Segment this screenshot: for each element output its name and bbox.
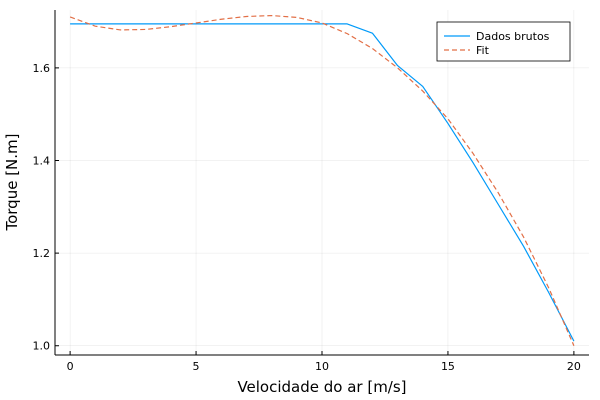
grid-lines (55, 10, 589, 355)
legend-label-dados-brutos: Dados brutos (476, 30, 550, 43)
y-tick-label: 1.6 (33, 62, 51, 75)
y-axis-title: Torque [N.m] (3, 133, 21, 231)
x-tick-label: 0 (67, 360, 74, 373)
series-lines (69, 14, 575, 346)
y-axis-ticks: 1.0 1.2 1.4 1.6 (33, 62, 59, 353)
x-tick-label: 5 (193, 360, 200, 373)
x-tick-label: 10 (315, 360, 329, 373)
legend-box (436, 21, 571, 62)
legend-label-fit: Fit (476, 44, 490, 57)
y-tick-label: 1.4 (33, 155, 51, 168)
x-axis-title: Velocidade do ar [m/s] (237, 378, 406, 396)
y-tick-label: 1.2 (33, 247, 51, 260)
series-line-dados-brutos (70, 23, 575, 342)
x-tick-label: 15 (441, 360, 455, 373)
plot-background (55, 10, 589, 355)
x-axis-ticks: 0 5 10 15 20 (67, 351, 581, 373)
y-tick-label: 1.0 (33, 340, 51, 353)
x-tick-label: 20 (567, 360, 581, 373)
series-line-fit (69, 14, 575, 346)
legend: Dados brutos Fit (436, 21, 571, 62)
